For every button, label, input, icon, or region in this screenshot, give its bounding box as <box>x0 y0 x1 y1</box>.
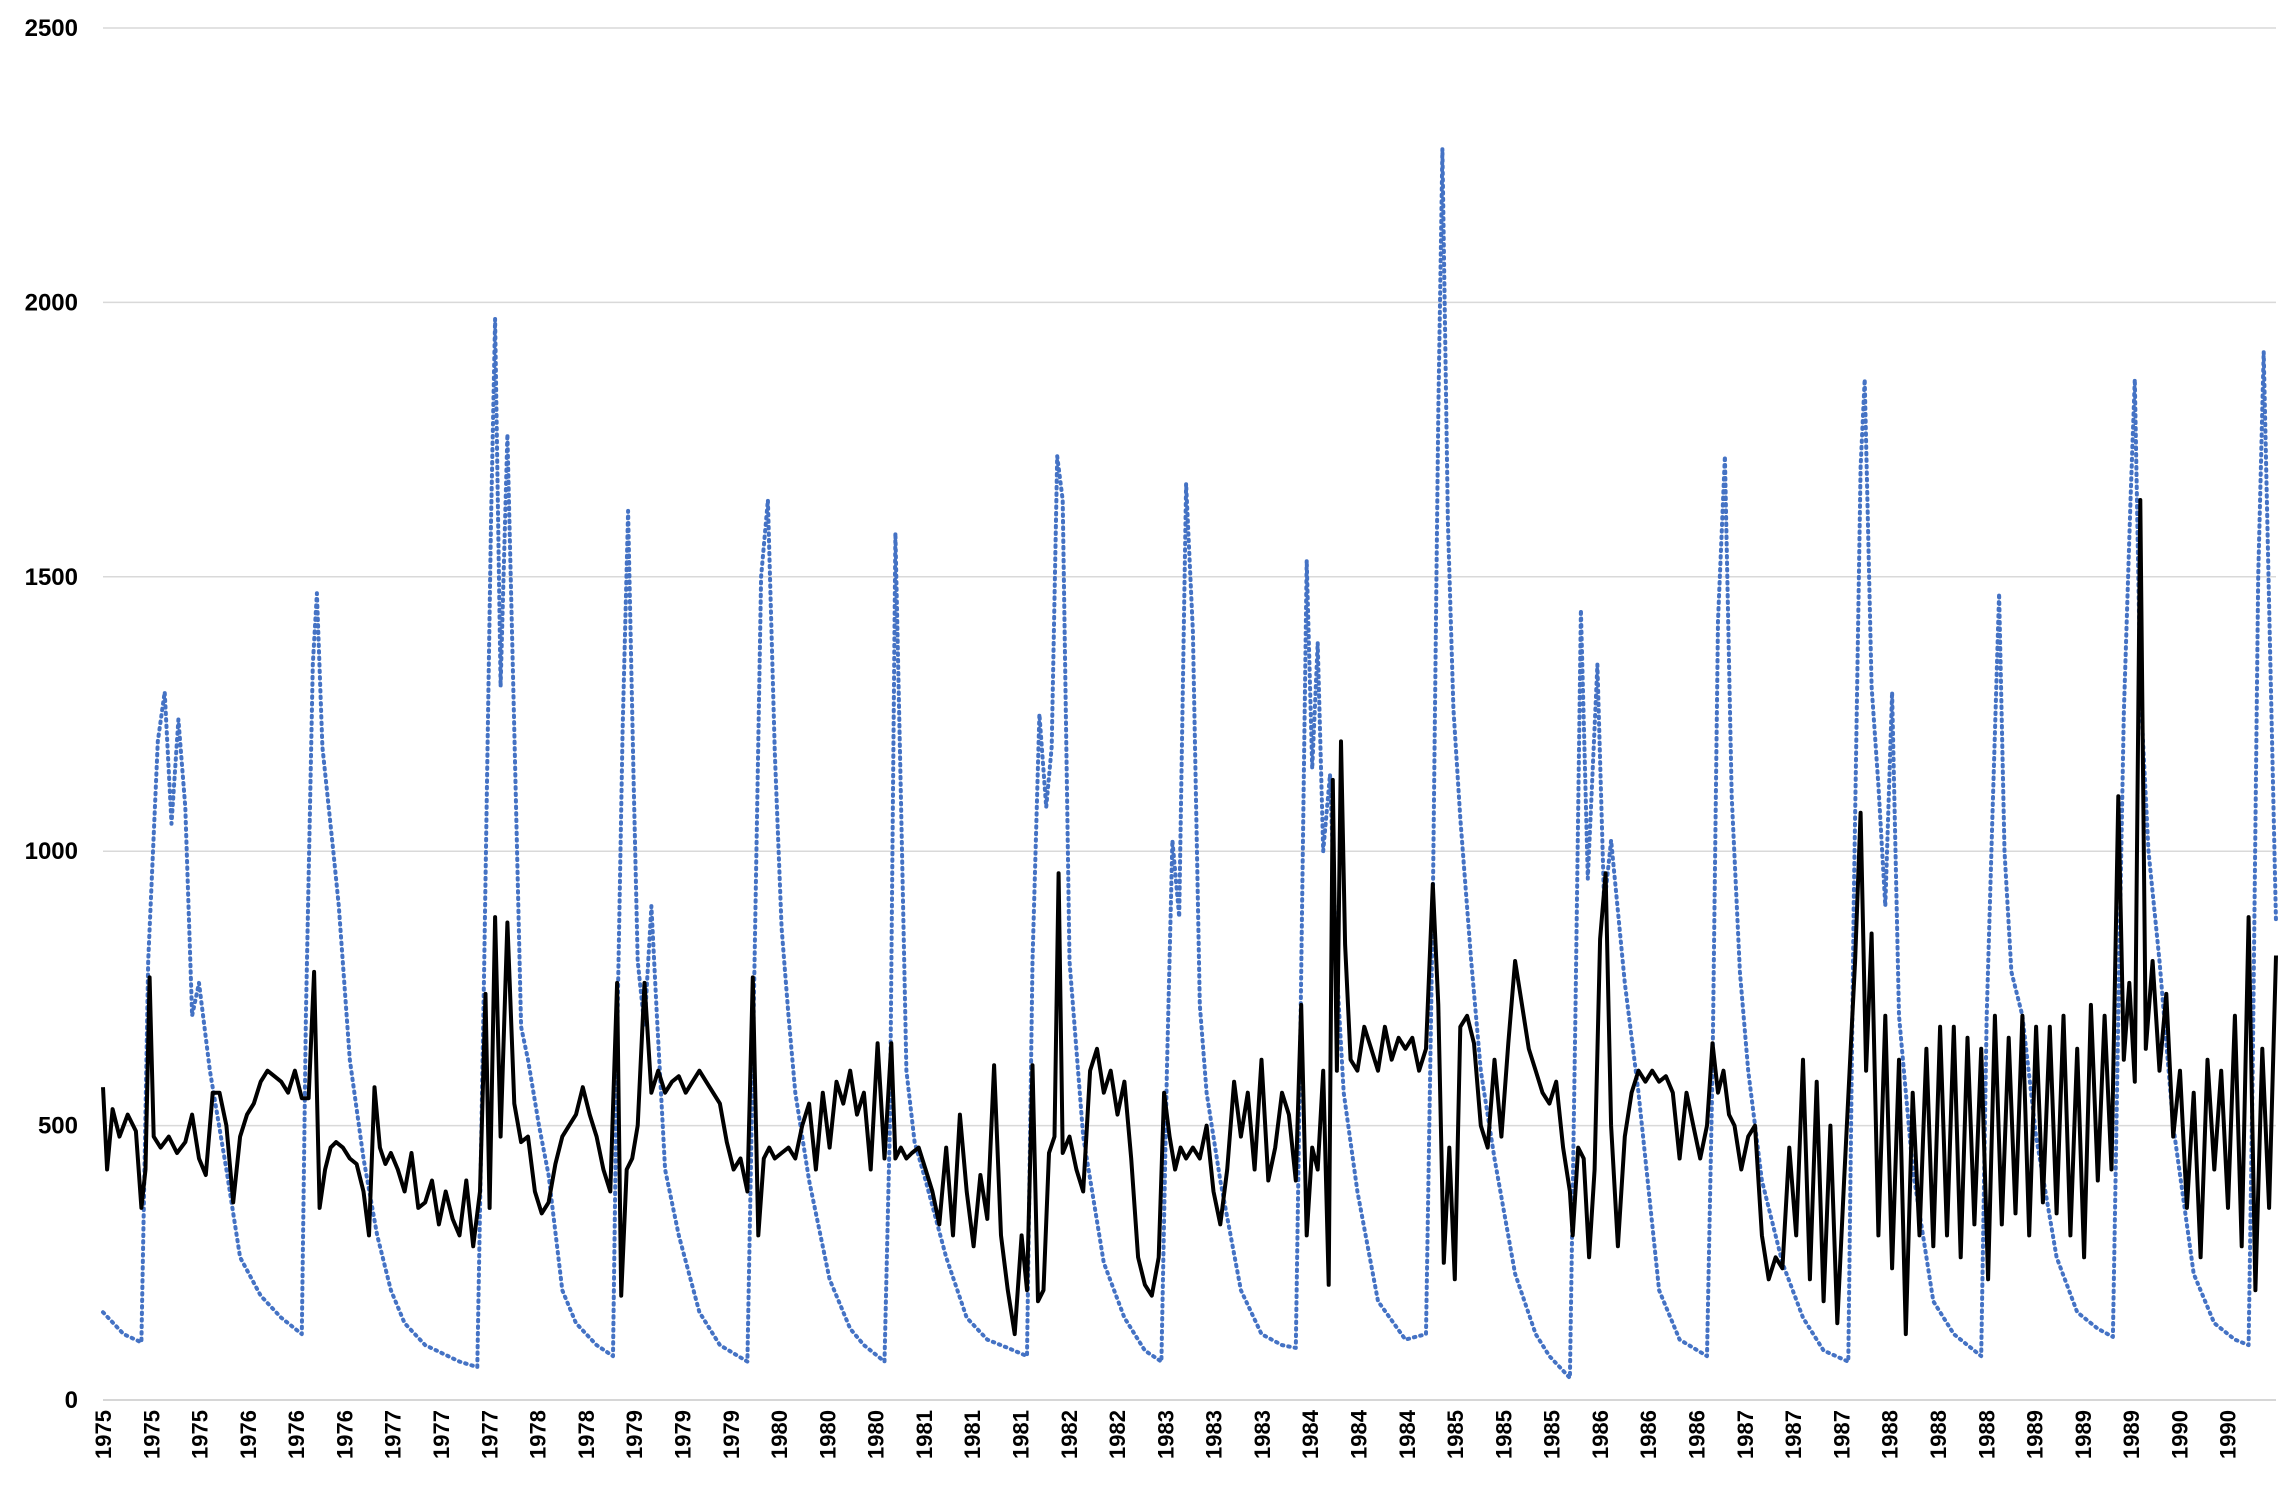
y-tick-label: 1500 <box>25 564 78 591</box>
x-tick-label: 1981 <box>960 1410 985 1459</box>
x-tick-label: 1984 <box>1395 1409 1420 1459</box>
x-tick-label: 1984 <box>1347 1409 1372 1459</box>
x-tick-label: 1981 <box>1008 1410 1033 1459</box>
x-tick-label: 1985 <box>1540 1410 1565 1459</box>
x-tick-label: 1980 <box>767 1410 792 1459</box>
x-tick-label: 1986 <box>1588 1410 1613 1459</box>
x-tick-label: 1979 <box>719 1410 744 1459</box>
x-tick-label: 1978 <box>526 1410 551 1459</box>
y-axis-tick-labels: 0 500 1000 1500 2000 2500 <box>25 15 78 1414</box>
x-tick-label: 1978 <box>574 1410 599 1459</box>
series-line-solid-black <box>101 498 2278 1337</box>
x-tick-label: 1988 <box>1974 1410 1999 1459</box>
y-tick-label: 2500 <box>25 15 78 42</box>
x-tick-label: 1983 <box>1202 1410 1227 1459</box>
x-tick-label: 1976 <box>284 1410 309 1459</box>
x-tick-label: 1986 <box>1636 1410 1661 1459</box>
x-tick-label: 1975 <box>188 1410 213 1459</box>
x-tick-label: 1983 <box>1153 1410 1178 1459</box>
x-tick-label: 1983 <box>1250 1410 1275 1459</box>
x-tick-label: 1980 <box>864 1410 889 1459</box>
x-tick-label: 1987 <box>1829 1410 1854 1459</box>
series-line-dotted-blue <box>101 146 2278 1380</box>
x-tick-label: 1989 <box>2071 1410 2096 1459</box>
x-tick-label: 1977 <box>429 1410 454 1459</box>
x-tick-label: 1979 <box>670 1410 695 1459</box>
x-axis-tick-labels: 1975 1975 1975 1976 1976 1976 1977 1977 1977 1978… <box>91 1409 2241 1459</box>
y-tick-label: 1000 <box>25 838 78 865</box>
x-tick-label: 1989 <box>2119 1410 2144 1459</box>
y-tick-label: 2000 <box>25 289 78 316</box>
x-tick-label: 1976 <box>236 1410 261 1459</box>
x-tick-label: 1990 <box>2167 1410 2192 1459</box>
y-tick-label: 500 <box>38 1113 78 1140</box>
x-tick-label: 1979 <box>622 1410 647 1459</box>
x-tick-label: 1985 <box>1491 1410 1516 1459</box>
x-tick-label: 1984 <box>1298 1409 1323 1459</box>
x-tick-label: 1975 <box>139 1410 164 1459</box>
x-tick-label: 1986 <box>1685 1410 1710 1459</box>
x-tick-label: 1977 <box>381 1410 406 1459</box>
x-tick-label: 1989 <box>2023 1410 2048 1459</box>
x-tick-label: 1982 <box>1105 1410 1130 1459</box>
x-tick-label: 1976 <box>332 1410 357 1459</box>
x-tick-label: 1981 <box>912 1410 937 1459</box>
gridlines <box>103 27 2276 1401</box>
x-tick-label: 1980 <box>815 1410 840 1459</box>
x-tick-label: 1987 <box>1733 1410 1758 1459</box>
series-group <box>101 146 2278 1380</box>
x-tick-label: 1990 <box>2216 1410 2241 1459</box>
x-tick-label: 1987 <box>1781 1410 1806 1459</box>
x-tick-label: 1988 <box>1878 1410 1903 1459</box>
x-tick-label: 1988 <box>1926 1410 1951 1459</box>
x-tick-label: 1985 <box>1443 1410 1468 1459</box>
x-tick-label: 1982 <box>1057 1410 1082 1459</box>
x-tick-label: 1975 <box>91 1410 116 1459</box>
x-tick-label: 1977 <box>477 1410 502 1459</box>
y-tick-label: 0 <box>65 1387 78 1414</box>
